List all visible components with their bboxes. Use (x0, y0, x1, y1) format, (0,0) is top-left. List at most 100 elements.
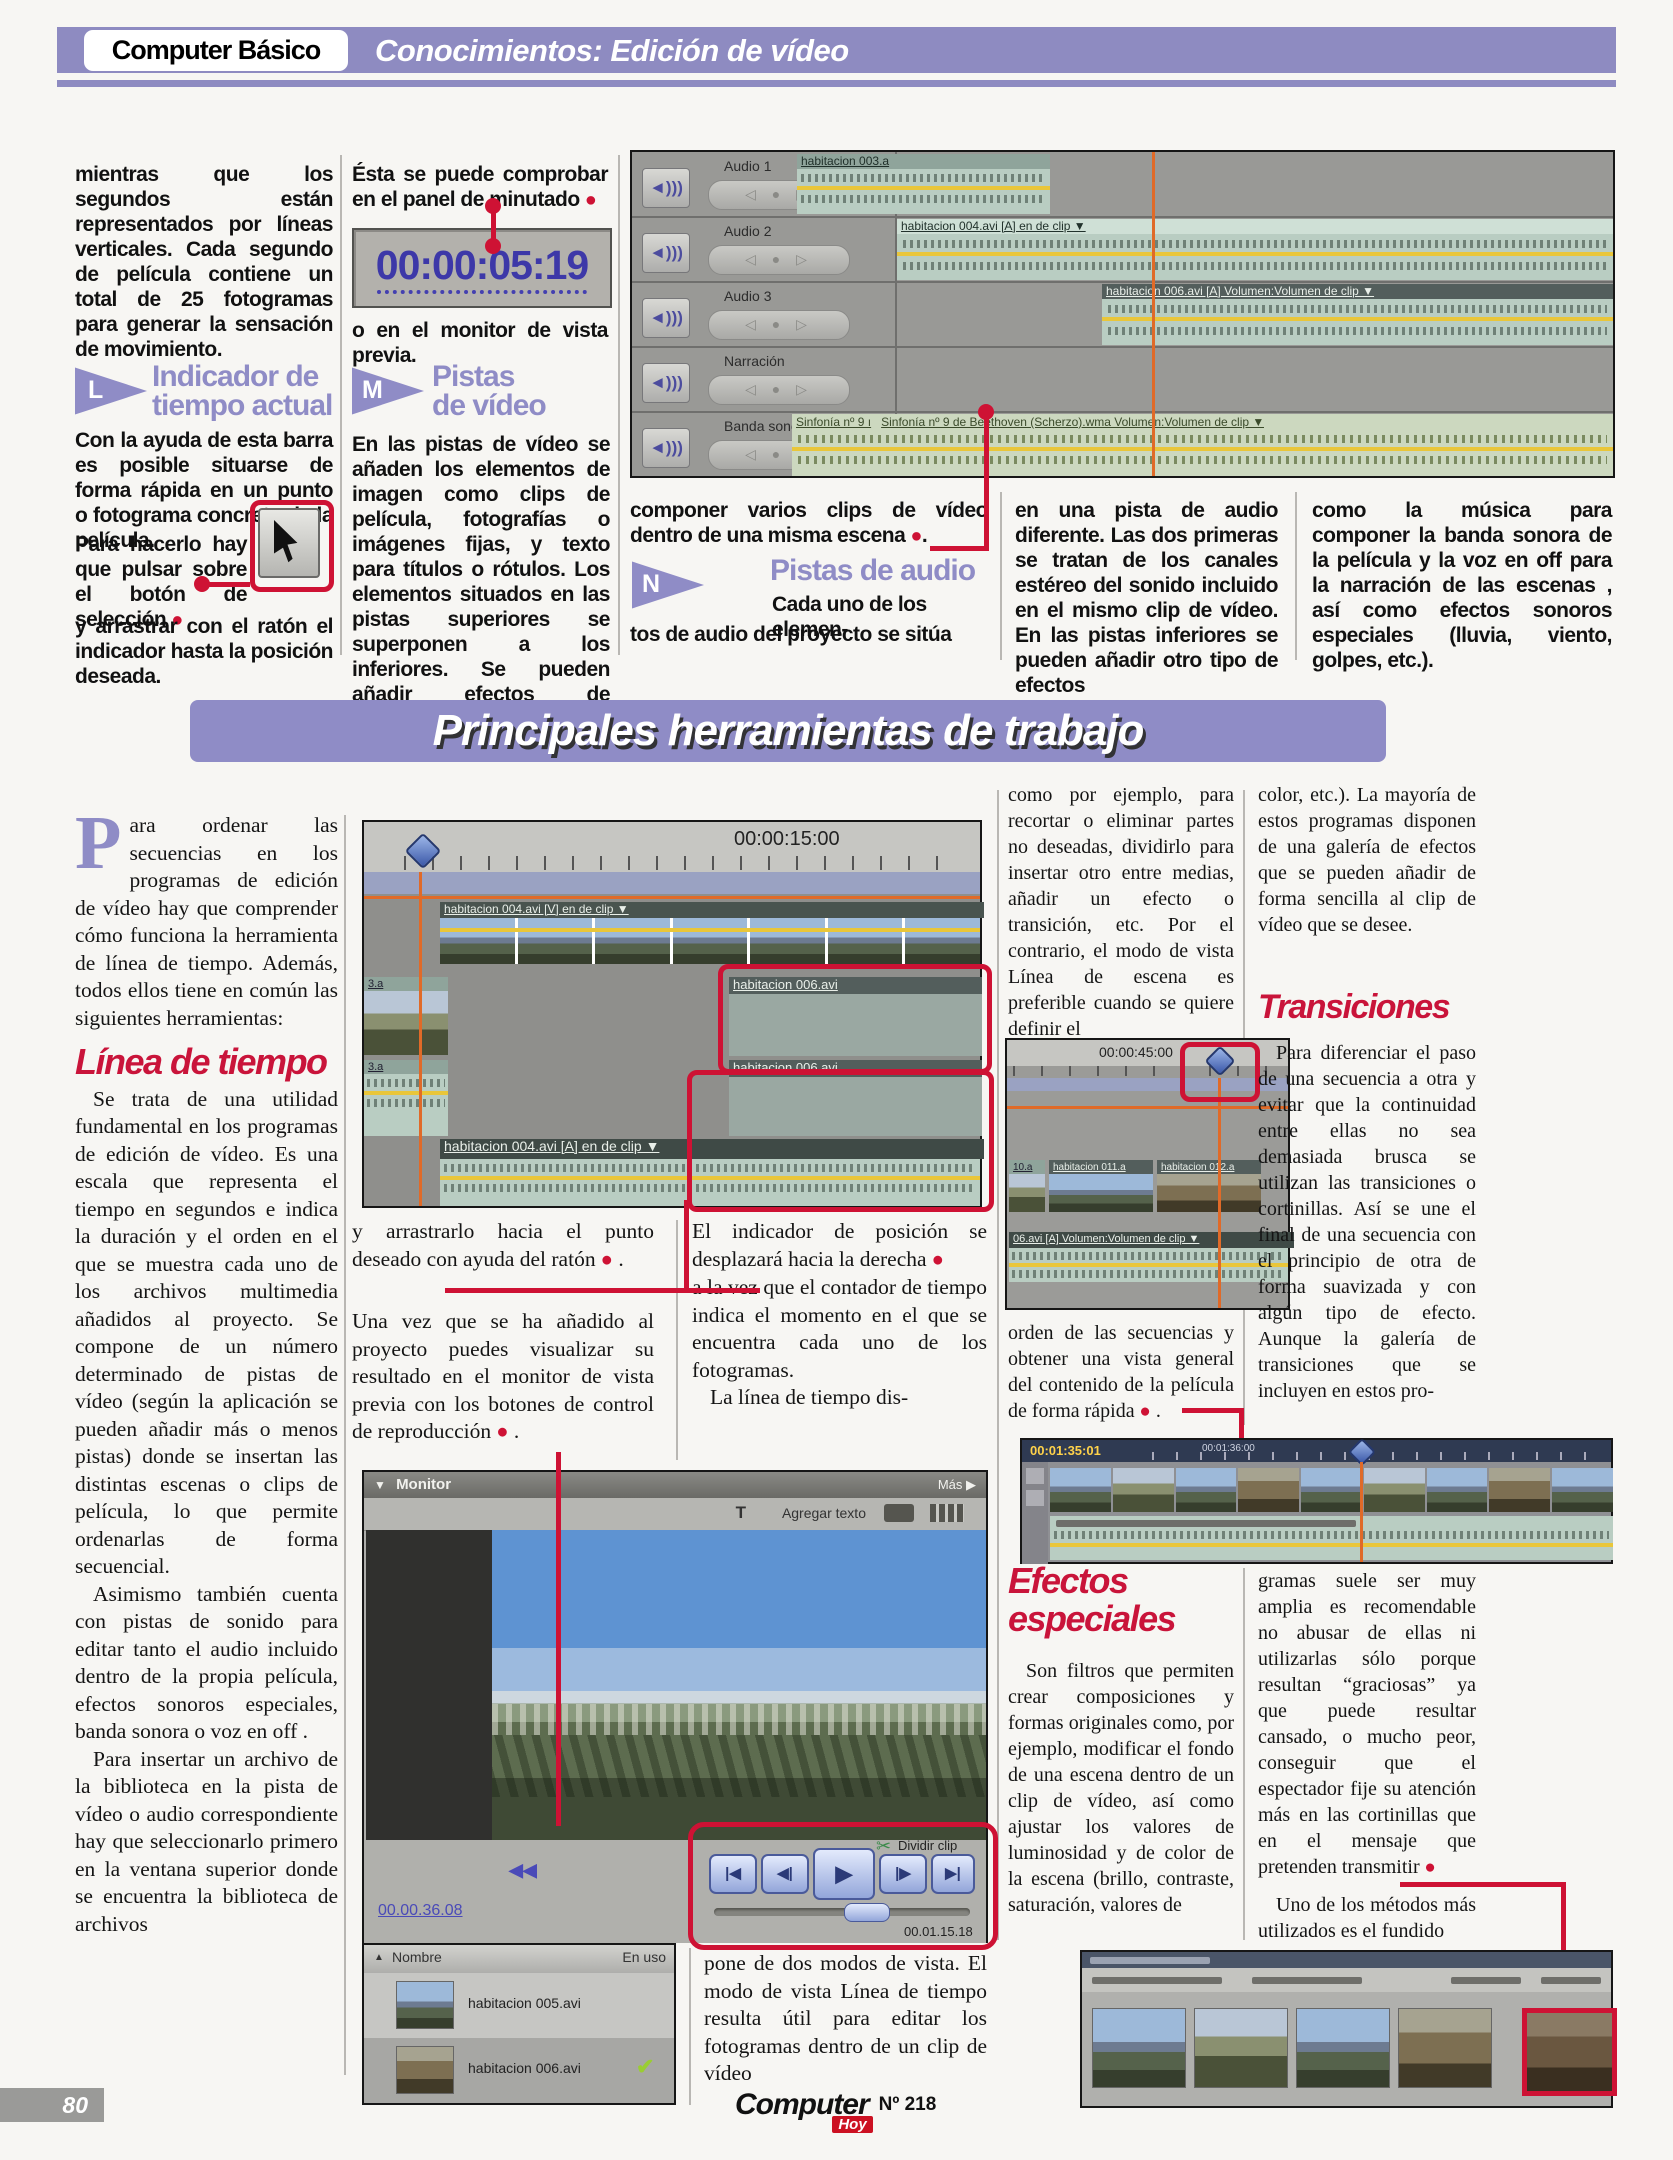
track-mode-buttons: ◁ ● ▷ (708, 245, 850, 275)
body-paragraph: color, etc.). La mayoría de estos progra… (1258, 784, 1476, 936)
clip-label: habitacion 006.avi [A] Volumen:Volumen d… (1102, 284, 1613, 299)
section-marker-letter: M (362, 376, 383, 404)
body-paragraph: pone de dos modos de vista. El modo de v… (704, 1951, 987, 2085)
illegible-text (1056, 1520, 1356, 1527)
body-paragraph: en una pista de audio diferente. Las dos… (1015, 499, 1279, 697)
annotation-box (250, 500, 334, 592)
section-banner: Principales herramientas de trabajo (190, 700, 1386, 762)
drop-cap: P (75, 801, 122, 885)
audio-clip: habitacion 003.a (797, 154, 1050, 214)
selection-tool-button (258, 508, 320, 578)
film-frame (672, 918, 748, 964)
track-header-strip (1022, 1462, 1048, 1564)
film-frame (1112, 1468, 1174, 1512)
section-marker-letter: N (642, 570, 661, 598)
annotation-line (1400, 1882, 1566, 1887)
header-badge-label: Computer Básico (111, 35, 322, 65)
body-paragraph: Para hacerlo hay que pulsar sobre el bot… (75, 533, 248, 631)
section-banner-title: Principales herramientas de trabajo (432, 706, 1145, 755)
gallery-thumbnail (1296, 2008, 1390, 2088)
clip: habitacion 012.a (1157, 1160, 1261, 1212)
playhead-line (1360, 1462, 1363, 1562)
body-paragraph: a la vez que el contador de tiempo indic… (692, 1275, 987, 1382)
file-row: habitacion 005.avi (364, 1973, 674, 2038)
speaker-icon: ◄))) (642, 233, 690, 273)
film-frame (750, 918, 825, 964)
column-divider (344, 815, 346, 2075)
annotation-dot (485, 238, 501, 254)
column-divider (340, 155, 342, 655)
brand-hoy: Hoy (832, 2116, 873, 2133)
file-thumbnail (396, 2046, 454, 2094)
column-divider (618, 155, 620, 655)
track-label: Audio 1 (724, 158, 772, 174)
timeline-time: 00:00:15:00 (734, 828, 840, 850)
seek-slider-handle (844, 1903, 890, 1922)
gallery-thumbnail-highlighted (1522, 2008, 1617, 2096)
ruler-band (364, 872, 980, 894)
illegible-text (1092, 1977, 1222, 1984)
track-mode-buttons: ◁ ● ▷ (708, 310, 850, 340)
annotation-dot: ● (491, 1421, 509, 1443)
body-paragraph: mientras que los segundos están represen… (75, 163, 334, 361)
film-frame (440, 918, 515, 964)
body-paragraph: En las pistas de vídeo se añaden los ele… (352, 433, 611, 756)
monitor-timecode-right: 00.01.15.18 (904, 1924, 973, 1939)
ruler-band (1007, 1078, 1288, 1091)
illegible-text (1090, 1957, 1210, 1964)
film-frame (1175, 1468, 1237, 1512)
file-row: habitacion 006.avi ✔ (364, 2038, 674, 2103)
timecode-panel: 00:00:05:19 (352, 228, 612, 308)
clip-label: habitacion 011.a (1049, 1160, 1153, 1174)
brand-computer: Computer (735, 2088, 870, 2121)
scrub-line (364, 896, 980, 899)
film-frame (517, 918, 593, 964)
column-divider (1295, 492, 1297, 660)
body-paragraph: Se trata de una utilidad fundamental en … (75, 1086, 338, 1579)
page-number: 80 (62, 2091, 88, 2118)
body-paragraph: como por ejemplo, para recortar o elimin… (1008, 784, 1234, 1040)
file-name: habitacion 005.avi (468, 1995, 581, 2011)
clip-label: habitacion 012.a (1157, 1160, 1261, 1174)
film-frame (1009, 1174, 1045, 1212)
clip-label: 3.a (364, 977, 448, 991)
annotation-line (208, 582, 250, 587)
clip-fragment: 10.a (1009, 1160, 1045, 1212)
column-divider (1243, 1568, 1245, 1940)
gallery-timecode: 00:01:35:01 (1030, 1443, 1101, 1458)
audio-clip: habitacion 006.avi [A] Volumen:Volumen d… (1102, 284, 1613, 345)
monitor-more: Más ▶ (937, 1477, 976, 1492)
town-detail (492, 1703, 986, 1735)
audio-clip: Sinfonía nº 9 ı Sinfonía nº 9 de Beethov… (792, 414, 1613, 476)
column-divider (676, 1220, 678, 1460)
annotation-line (556, 1452, 561, 1826)
annotation-dot (194, 576, 210, 592)
ruler-ticks (404, 856, 964, 870)
annotation-line (445, 1288, 760, 1293)
annotation-box (1180, 1042, 1260, 1102)
mini-button (1026, 1490, 1044, 1506)
page-title: Conocimientos: Edición de vídeo (375, 33, 849, 68)
article-heading: Línea de tiempo (75, 1041, 328, 1082)
section-marker-flag (75, 367, 147, 415)
section-heading: Pistas de audio (770, 554, 976, 587)
body-paragraph: componer varios clips de vídeo dentro de… (630, 499, 989, 547)
film-frame (1049, 1174, 1153, 1212)
body-paragraph: Ésta se puede comprobar en el panel de m… (352, 163, 609, 211)
transitions-timeline-screenshot: 00:01:35:01 00:01:36:00 (1020, 1437, 1614, 1564)
gallery-titlebar (1082, 1952, 1611, 1968)
monitor-toolbar: T Agregar texto (364, 1498, 986, 1531)
step-forward-button: |▶ (879, 1854, 927, 1894)
gallery-thumbnail (1194, 2008, 1288, 2088)
audio-clip: habitacion 004.avi [A] en de clip ▼ (897, 219, 1613, 280)
film-frame (1363, 1468, 1425, 1512)
monitor-screenshot: ▼ Monitor Más ▶ T Agregar texto ◀◀ 00.00… (362, 1470, 988, 1943)
film-strip (440, 918, 981, 964)
film-icon (930, 1504, 964, 1522)
film-frame (1238, 1468, 1300, 1512)
header-column-divider (895, 152, 897, 476)
go-start-button: |◀ (709, 1854, 757, 1894)
speaker-icon: ◄))) (642, 428, 690, 468)
